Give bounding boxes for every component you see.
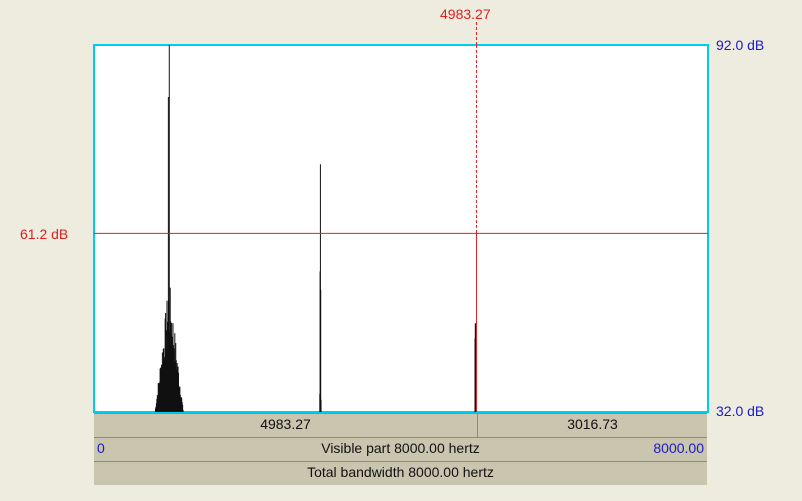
visible-start-value: 0 (97, 440, 105, 456)
visible-part-label: Visible part 8000.00 hertz (321, 440, 480, 456)
cursor-left-segment[interactable]: 4983.27 (94, 413, 477, 437)
plot-frame (93, 44, 709, 413)
total-bandwidth-bar[interactable]: Total bandwidth 8000.00 hertz (94, 461, 707, 485)
cursor-db-label: 61.2 dB (20, 226, 69, 242)
left-segment-value: 4983.27 (260, 416, 311, 432)
total-bandwidth-label: Total bandwidth 8000.00 hertz (307, 464, 494, 480)
visible-end-value: 8000.00 (653, 440, 704, 456)
cursor-right-segment[interactable]: 3016.73 (477, 413, 707, 437)
plot-area[interactable] (94, 45, 708, 412)
cursor-frequency-label: 4983.27 (440, 6, 491, 22)
right-segment-value: 3016.73 (567, 416, 618, 432)
bottom-db-label: 32.0 dB (716, 403, 765, 419)
visible-part-bar[interactable]: 0 Visible part 8000.00 hertz 8000.00 (94, 437, 707, 461)
top-db-label: 92.0 dB (716, 37, 765, 53)
